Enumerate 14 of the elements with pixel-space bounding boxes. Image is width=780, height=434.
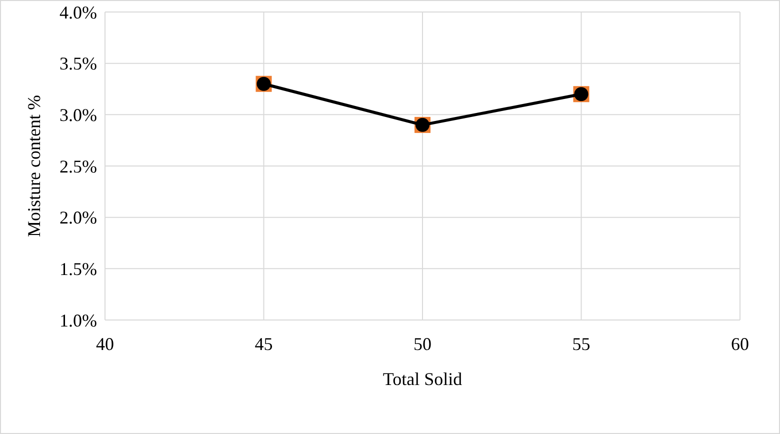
x-tick-label: 60 [731,334,749,354]
y-tick-label: 4.0% [60,2,97,22]
x-tick-label: 40 [96,334,114,354]
x-tick-label: 55 [572,334,590,354]
y-tick-label: 1.5% [60,258,97,279]
x-axis-title: Total Solid [382,369,462,389]
y-tick-label: 1.0% [60,310,97,330]
x-tick-label: 50 [414,334,432,354]
y-tick-label: 3.0% [60,104,97,125]
y-tick-label: 2.5% [60,156,97,176]
y-axis-title: Moisture content % [24,95,44,237]
x-tick-label: 45 [254,334,273,354]
y-tick-label: 2.0% [60,208,97,228]
y-tick-label: 3.5% [60,54,97,74]
